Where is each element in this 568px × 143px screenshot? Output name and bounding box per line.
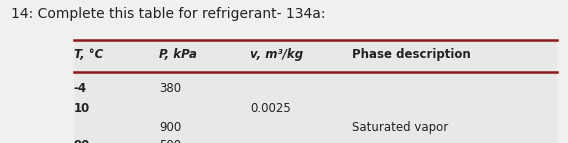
Text: 380: 380 (159, 82, 181, 95)
Text: P, kPa: P, kPa (159, 48, 197, 61)
Text: Phase description: Phase description (352, 48, 471, 61)
Text: 90: 90 (74, 139, 90, 143)
FancyBboxPatch shape (74, 40, 557, 143)
Text: 0.0025: 0.0025 (250, 102, 291, 115)
Text: T, °C: T, °C (74, 48, 103, 61)
Text: Saturated vapor: Saturated vapor (352, 121, 448, 134)
Text: 14: Complete this table for refrigerant- 134a:: 14: Complete this table for refrigerant-… (11, 7, 326, 21)
Text: 500: 500 (159, 139, 181, 143)
Text: 900: 900 (159, 121, 181, 134)
Text: -4: -4 (74, 82, 87, 95)
Text: 10: 10 (74, 102, 90, 115)
Text: v, m³/kg: v, m³/kg (250, 48, 303, 61)
